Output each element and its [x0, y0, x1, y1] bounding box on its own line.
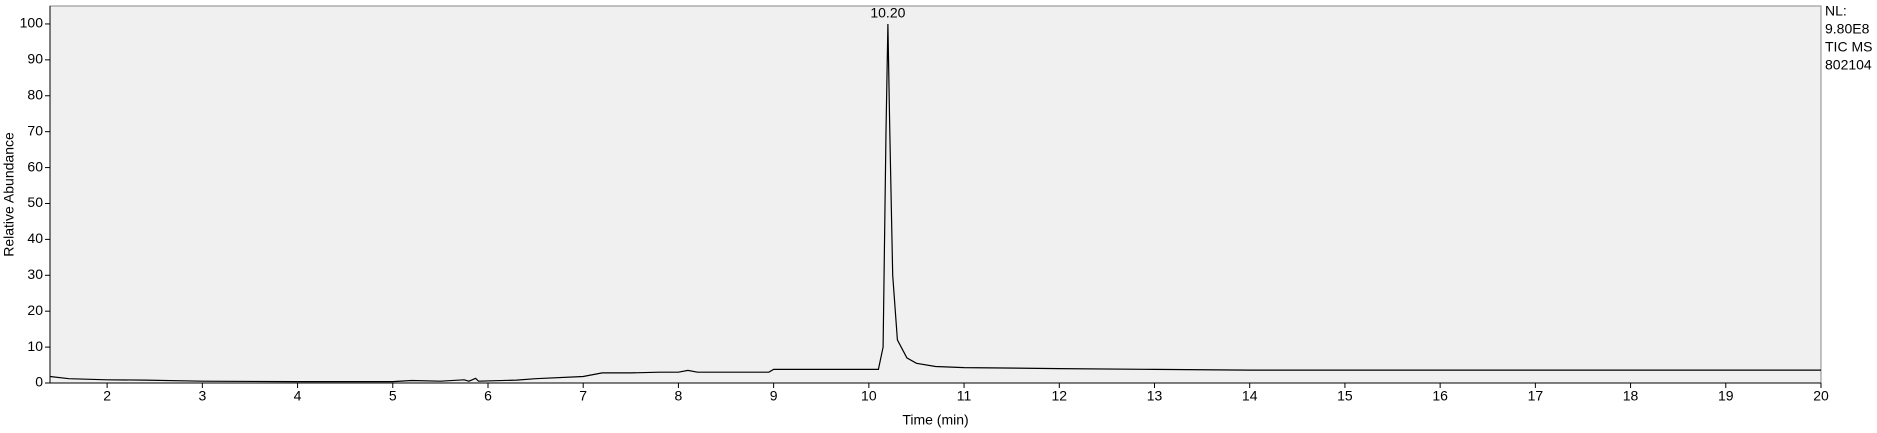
y-tick-label: 60: [27, 158, 43, 174]
x-tick-label: 6: [484, 388, 492, 404]
x-tick-label: 13: [1147, 388, 1163, 404]
x-tick-label: 9: [770, 388, 778, 404]
x-tick-label: 20: [1813, 388, 1829, 404]
x-axis-label: Time (min): [902, 412, 968, 428]
y-tick-label: 40: [27, 230, 43, 246]
y-tick-label: 50: [27, 194, 43, 210]
x-tick-label: 17: [1528, 388, 1544, 404]
x-tick-label: 5: [389, 388, 397, 404]
trace: [49, 23, 1821, 383]
x-tick-label: 15: [1337, 388, 1353, 404]
y-tick-label: 70: [27, 122, 43, 138]
y-tick-label: 100: [20, 15, 44, 31]
y-tick-label: 80: [27, 86, 43, 102]
y-tick-label: 90: [27, 51, 43, 67]
peak-label: 10.20: [870, 5, 905, 21]
y-tick-label: 10: [27, 338, 43, 354]
plot-area: [49, 5, 1822, 384]
x-tick-label: 18: [1623, 388, 1639, 404]
x-tick-label: 14: [1242, 388, 1258, 404]
x-tick-label: 3: [198, 388, 206, 404]
x-tick-label: 16: [1432, 388, 1448, 404]
side-note: TIC MS: [1825, 39, 1872, 55]
side-note: 802104: [1825, 57, 1872, 73]
x-tick-label: 10: [861, 388, 877, 404]
y-tick-label: 30: [27, 266, 43, 282]
x-tick-label: 4: [294, 388, 302, 404]
side-note: 9.80E8: [1825, 21, 1870, 37]
y-tick-label: 20: [27, 302, 43, 318]
x-tick-label: 11: [957, 388, 972, 404]
x-tick-label: 8: [675, 388, 683, 404]
x-tick-label: 7: [579, 388, 587, 404]
side-note: NL:: [1825, 3, 1847, 19]
x-tick-label: 12: [1051, 388, 1067, 404]
y-tick-label: 0: [35, 374, 43, 390]
y-axis-label: Relative Abundance: [1, 132, 17, 257]
x-tick-label: 19: [1718, 388, 1734, 404]
x-tick-label: 2: [103, 388, 111, 404]
